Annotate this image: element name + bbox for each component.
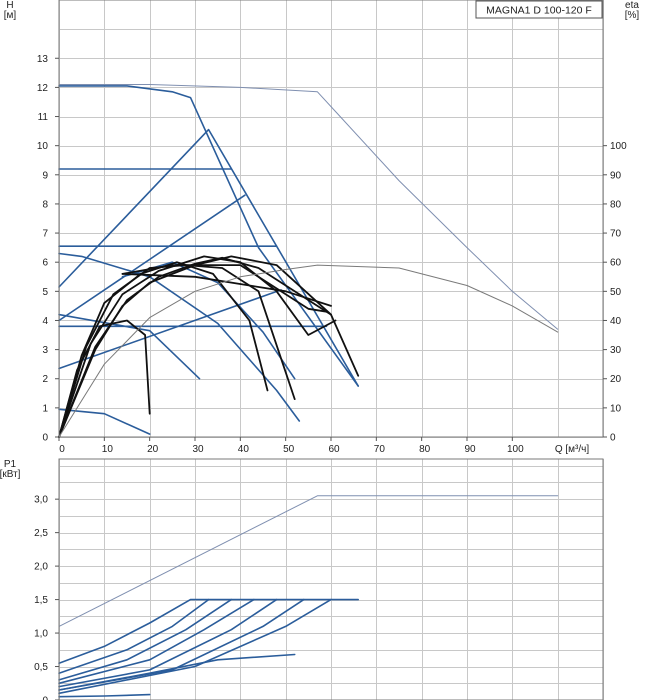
x-tick-label: 50 — [283, 444, 295, 455]
title-box-frame — [475, 0, 603, 19]
head-series-line — [58, 252, 301, 422]
head-series-line — [121, 264, 328, 313]
x-tick-label: 10 — [102, 444, 114, 455]
y2-tick-label: 10 — [610, 403, 622, 414]
y-tick-label: 1,0 — [34, 629, 48, 640]
x-tick-label: 0 — [59, 444, 65, 455]
y2-tick-label: 40 — [610, 316, 622, 327]
x-tick-label: 40 — [238, 444, 250, 455]
power-series-line — [58, 495, 559, 627]
power-series-line — [58, 598, 332, 695]
power-chart-axes: 0 0,5 1,0 1,5 2,0 2,5 3,0 P1[кВт] — [0, 459, 59, 700]
y-tick-label: 0 — [42, 433, 48, 444]
y2-tick-label: 70 — [610, 229, 622, 240]
y-tick-label: 2,5 — [34, 528, 48, 539]
y-tick-label: 10 — [37, 141, 49, 152]
power-series-line — [58, 598, 255, 685]
head-chart-grid — [59, 0, 604, 438]
y2-tick-label: 30 — [610, 345, 622, 356]
y-tick-label: 0,5 — [34, 662, 48, 673]
y-tick-label: 3,0 — [34, 495, 48, 506]
chart-title-box: MAGNA1 D 100-120 F — [475, 0, 603, 19]
y-tick-label: 2,0 — [34, 562, 48, 573]
x-axis-label: Q [м³/ч] — [555, 444, 590, 455]
y-tick-label: 3 — [42, 345, 48, 356]
power-series-line — [58, 653, 296, 691]
head-series-line — [58, 319, 151, 438]
head-series-line — [121, 273, 332, 307]
x-tick-label: 70 — [374, 444, 386, 455]
y-tick-label: 4 — [42, 316, 48, 327]
x-tick-label: 90 — [464, 444, 476, 455]
y-tick-label: 5 — [42, 287, 48, 298]
power-chart-frame — [58, 458, 604, 700]
y2-tick-label: 0 — [610, 433, 616, 444]
head-series-line — [58, 289, 282, 370]
head-series-line — [58, 408, 151, 435]
y2-tick-label: 80 — [610, 199, 622, 210]
y-tick-label: 12 — [37, 83, 49, 94]
y2-tick-label: 20 — [610, 374, 622, 385]
x-tick-label: 30 — [192, 444, 204, 455]
power-chart-series — [58, 495, 559, 698]
x-tick-label: 60 — [328, 444, 340, 455]
x-tick-label: 100 — [507, 444, 524, 455]
head-chart-axes: 0 10 20 30 40 50 60 70 80 90 100012345678910111213… — [4, 0, 640, 455]
y2-axis-label: eta [%] — [625, 0, 640, 21]
head-series-line — [58, 85, 359, 387]
power-series-line — [58, 598, 278, 688]
y-axis-label: P1 [кВт] — [0, 459, 21, 480]
head-series-line — [58, 256, 332, 438]
y2-tick-label: 50 — [610, 287, 622, 298]
head-series-line — [58, 255, 337, 438]
y-tick-label: 11 — [38, 112, 49, 123]
power-series-line — [58, 598, 233, 681]
head-series-line — [58, 264, 559, 438]
y-tick-label: 0 — [42, 696, 48, 700]
y-tick-label: 1,5 — [34, 595, 48, 606]
y2-tick-label: 100 — [610, 141, 627, 152]
head-chart-series — [58, 84, 559, 438]
head-series-line — [58, 194, 246, 322]
y-tick-label: 1 — [42, 403, 48, 414]
x-tick-label: 20 — [147, 444, 159, 455]
chart-title: MAGNA1 D 100-120 F — [486, 5, 592, 17]
power-series-line — [58, 598, 359, 664]
head-series-line — [58, 84, 559, 330]
y2-tick-label: 60 — [610, 258, 622, 269]
y2-tick-label: 90 — [610, 170, 622, 181]
y-axis-label: H [м] — [4, 0, 17, 21]
y-tick-label: 8 — [42, 199, 48, 210]
y-tick-label: 2 — [42, 374, 48, 385]
power-series-line — [58, 693, 151, 698]
y-tick-label: 7 — [42, 229, 48, 240]
y-tick-label: 13 — [37, 54, 49, 65]
y-tick-label: 9 — [42, 170, 48, 181]
power-series-line — [58, 598, 210, 674]
x-tick-label: 80 — [419, 444, 431, 455]
y-tick-label: 6 — [42, 258, 48, 269]
